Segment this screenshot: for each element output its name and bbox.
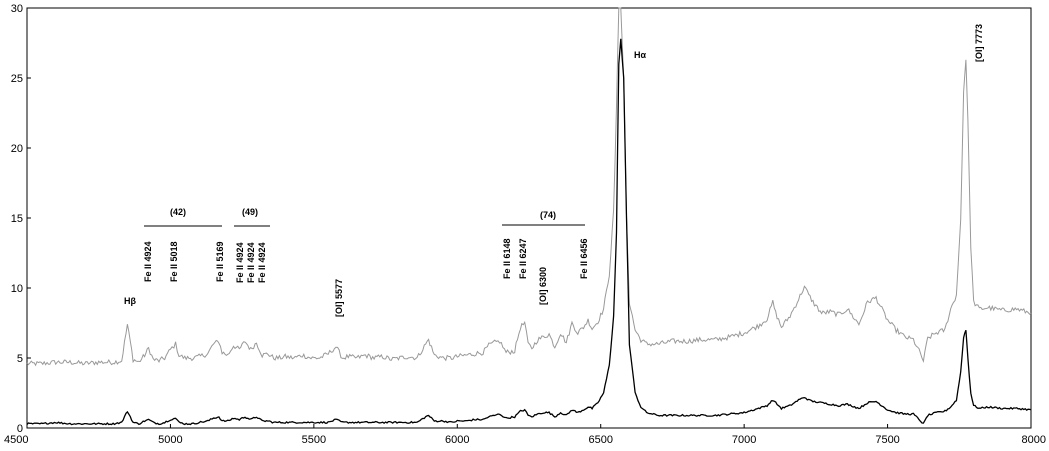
fe-49a-label: Fe II 4924 [235,242,245,283]
fe-49c-label: Fe II 4924 [257,242,267,283]
multiplet-74-label: (74) [540,210,556,220]
oi-5577-label: [OI] 5577 [334,279,344,317]
fe-6247-label: Fe II 6247 [518,238,528,279]
halpha-label: Hα [634,50,646,60]
x-tick-label: 7500 [875,434,899,446]
fe-4924-label: Fe II 4924 [143,241,153,282]
hbeta-label: Hβ [124,296,136,306]
axis-ticks: 4500 5000 5500 6000 6500 7000 7500 8000 0 5 10 15 20… [4,3,1046,446]
fe-49b-label: Fe II 4924 [246,242,256,283]
x-tick-label: 6000 [445,434,469,446]
x-tick-label: 8000 [1022,434,1046,446]
y-tick-label: 30 [11,3,23,15]
x-tick-label: 5500 [302,434,326,446]
line-annotations: (42) (49) (74) Hβ Hα Fe II 4924 Fe II 50… [124,24,984,317]
y-tick-label: 20 [11,143,23,155]
x-tick-label: 6500 [588,434,612,446]
plot-frame [26,7,1032,429]
x-tick-label: 4500 [4,434,28,446]
fe-5018-label: Fe II 5018 [169,241,179,282]
fe-5169-label: Fe II 5169 [215,241,225,282]
series-layer [26,7,1032,426]
multiplet-49-label: (49) [242,207,258,217]
x-tick-label: 5000 [158,434,182,446]
oi-7773-label: [OI] 7773 [974,24,984,62]
y-tick-label: 15 [11,213,23,225]
fe-6456-label: Fe II 6456 [579,238,589,279]
y-tick-label: 5 [17,353,23,365]
y-tick-label: 25 [11,73,23,85]
y-tick-label: 0 [17,423,23,435]
axes-frame [26,7,1032,429]
black-spectrum-line [26,38,1032,426]
multiplet-42-label: (42) [170,207,186,217]
oi-6300-label: [OI] 6300 [538,267,548,305]
x-tick-label: 7000 [732,434,756,446]
gray-spectrum-line [26,7,1032,367]
fe-6148-label: Fe II 6148 [502,238,512,279]
y-tick-label: 10 [11,283,23,295]
